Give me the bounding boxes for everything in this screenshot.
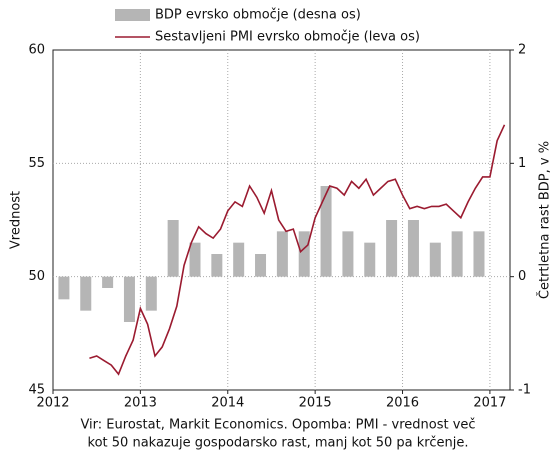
line <box>89 124 506 376</box>
legend-label: BDP evrsko območje (desna os) <box>155 8 361 23</box>
x-tick-label: 2014 <box>211 396 244 411</box>
legend-swatch <box>115 9 150 21</box>
bar <box>407 220 419 277</box>
y2-tick-label: 2 <box>518 43 526 58</box>
bar <box>276 231 288 277</box>
bar <box>211 254 223 277</box>
y-axis-title: Vrednost <box>9 191 24 249</box>
x-tick-label: 2015 <box>299 396 332 411</box>
bar <box>80 276 92 311</box>
bar <box>58 276 70 300</box>
bar <box>145 276 157 311</box>
y-tick-label: 60 <box>28 43 45 58</box>
bar <box>473 231 485 277</box>
bar <box>255 254 267 277</box>
footnote: Vir: Eurostat, Markit Economics. Opomba:… <box>80 418 475 433</box>
y2-tick-label: -1 <box>518 383 531 398</box>
x-tick-label: 2012 <box>36 396 69 411</box>
y-tick-label: 55 <box>28 156 45 171</box>
bar <box>298 231 310 277</box>
y-tick-label: 50 <box>28 269 45 284</box>
bar <box>102 276 114 288</box>
x-tick-label: 2013 <box>124 396 157 411</box>
bar <box>364 242 376 277</box>
y2-axis-title: Četrtletna rast BDP, v % <box>537 141 553 299</box>
y-tick-label: 45 <box>28 383 45 398</box>
bar <box>429 242 441 277</box>
x-tick-label: 2017 <box>473 396 506 411</box>
y2-tick-label: 0 <box>518 269 526 284</box>
bar <box>189 242 201 277</box>
bar <box>233 242 245 277</box>
bar <box>451 231 463 277</box>
bar <box>123 276 135 322</box>
plot-frame <box>52 49 511 391</box>
bar <box>320 186 332 277</box>
footnote: kot 50 nakazuje gospodarsko rast, manj k… <box>88 436 469 451</box>
bar <box>167 220 179 277</box>
x-tick-label: 2016 <box>386 396 419 411</box>
y2-tick-label: 1 <box>518 156 526 171</box>
bar <box>342 231 354 277</box>
bar <box>386 220 398 277</box>
legend-label: Sestavljeni PMI evrsko območje (leva os) <box>155 30 420 45</box>
